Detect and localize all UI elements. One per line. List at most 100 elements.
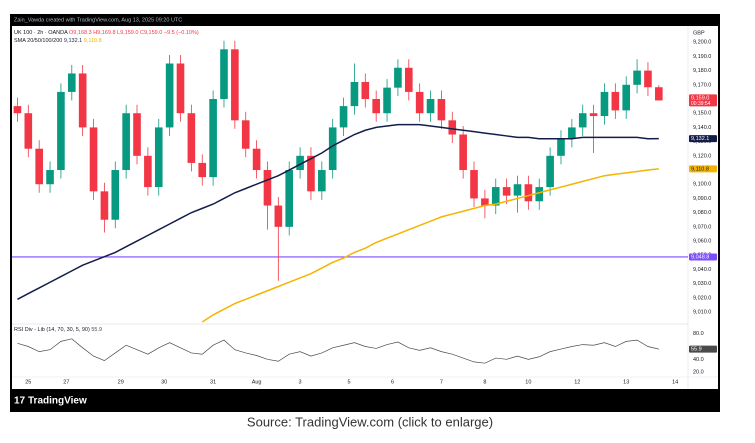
candle-body: [46, 170, 54, 185]
candle-body: [67, 73, 76, 92]
candle-body: [394, 67, 402, 88]
rsi-value-label-box: [689, 345, 717, 353]
y-tick-label: 9,170.0: [693, 82, 711, 88]
candle-body: [57, 91, 65, 171]
candle-body: [600, 91, 609, 117]
y-tick-label: 9,190.0: [693, 54, 711, 60]
sma-label-text: 9,132.1: [691, 136, 709, 142]
legend-main: UK 100 · 2h · OANDA O9,168.3 H9,169.8 L9…: [14, 30, 199, 36]
candle-body: [339, 106, 348, 128]
candle-body: [209, 99, 217, 178]
rsi-title: RSI Div - Lib (14, 70, 30, 5, 90): [14, 327, 90, 333]
y-tick-label: 9,150.0: [693, 111, 711, 117]
legend-rsi: RSI Div - Lib (14, 70, 30, 5, 90) 55.9: [14, 327, 102, 333]
y-tick-label: 40.0: [693, 357, 704, 363]
header-caption: Zain_Vawda created with TradingView.com,…: [14, 17, 182, 23]
sma-label-text: 9,110.8: [691, 166, 709, 172]
indicator: SMA 20/50/100/200: [14, 38, 62, 44]
candle-body: [13, 106, 22, 114]
x-tick-label: 14: [672, 379, 678, 385]
x-tick-label: Aug: [252, 379, 262, 385]
x-tick-label: 27: [63, 379, 69, 385]
brand-logo: 17: [14, 396, 26, 407]
y-tick-label: 9,030.0: [693, 281, 711, 287]
candle-body: [524, 184, 533, 202]
price-label: 9,159.0: [691, 95, 709, 101]
candle-body: [111, 170, 120, 220]
candle-body: [78, 73, 87, 128]
candle-body: [296, 155, 304, 171]
candle-body: [165, 63, 174, 128]
candle-body: [491, 187, 500, 206]
y-tick-label: 9,040.0: [693, 267, 711, 273]
candle-body: [546, 155, 554, 188]
candle-body: [231, 49, 239, 121]
source-caption[interactable]: Source: TradingView.com (click to enlarg…: [247, 414, 493, 429]
candle-body: [241, 120, 250, 149]
brand: 17 TradingView: [14, 396, 87, 407]
candle-body: [644, 70, 652, 88]
y-tick-label: 9,200.0: [693, 40, 711, 46]
candle-body: [361, 81, 370, 100]
ohlc: O9,168.3 H9,169.8 L9,159.0 C9,159.0 −9.5…: [69, 30, 199, 36]
candle-body: [307, 155, 315, 192]
candle-body: [383, 87, 391, 114]
x-tick-label: 6: [391, 379, 394, 385]
candle-body: [415, 91, 424, 114]
x-tick-label: 7: [440, 379, 443, 385]
legend-sma: SMA 20/50/100/200 9,132.1 9,110.8: [14, 38, 102, 44]
x-tick-label: 10: [525, 379, 531, 385]
x-tick-label: 13: [623, 379, 629, 385]
y-tick-label: 80.0: [693, 331, 704, 337]
candle-body: [513, 184, 522, 196]
hline-label-box: [689, 253, 717, 261]
candle-body: [328, 127, 337, 171]
brand-name: TradingView: [28, 396, 87, 407]
y-tick-label: 20.0: [693, 370, 704, 376]
y-tick-label: 9,090.0: [693, 196, 711, 202]
candle-body: [220, 49, 228, 100]
x-tick-label: 8: [483, 379, 486, 385]
y-tick-label: 9,020.0: [693, 295, 711, 301]
y-tick-label: 9,180.0: [693, 68, 711, 74]
y-tick-label: 9,060.0: [693, 238, 711, 244]
y-tick-label: 9,080.0: [693, 210, 711, 216]
candle-body: [633, 70, 641, 85]
candle-body: [448, 120, 457, 135]
x-tick-label: 3: [299, 379, 302, 385]
candle-body: [35, 148, 43, 185]
x-tick-label: 12: [574, 379, 580, 385]
candle-body: [285, 170, 294, 227]
y-tick-label: 9,070.0: [693, 224, 711, 230]
candle-body: [263, 170, 272, 206]
candle-body: [154, 127, 163, 188]
candle-body: [350, 81, 359, 107]
candle-body: [89, 127, 98, 192]
candle-body: [578, 113, 587, 128]
candle-body: [144, 155, 152, 188]
candle-body: [198, 162, 207, 178]
symbol: UK 100 · 2h · OANDA: [14, 30, 68, 36]
rsi-line: [17, 338, 659, 364]
sma-label-box: [689, 165, 717, 173]
candle-body: [100, 191, 109, 220]
candle-body: [122, 113, 130, 171]
candle-body: [535, 187, 544, 202]
y-tick-label: 9,100.0: [693, 182, 711, 188]
candle-body: [426, 99, 435, 114]
candle-body: [557, 138, 565, 156]
candle-body: [24, 113, 33, 149]
y-tick-label: 9,010.0: [693, 310, 711, 316]
candle-body: [372, 99, 380, 114]
candle-body: [655, 87, 663, 101]
sma-line: [17, 123, 659, 300]
candle-body: [437, 99, 446, 121]
candle-body: [502, 187, 511, 196]
x-tick-label: 30: [161, 379, 167, 385]
x-tick-label: 25: [25, 379, 31, 385]
sma-line: [201, 168, 659, 323]
candle-body: [252, 148, 261, 171]
x-tick-label: 5: [347, 379, 350, 385]
candle-body: [187, 113, 196, 163]
